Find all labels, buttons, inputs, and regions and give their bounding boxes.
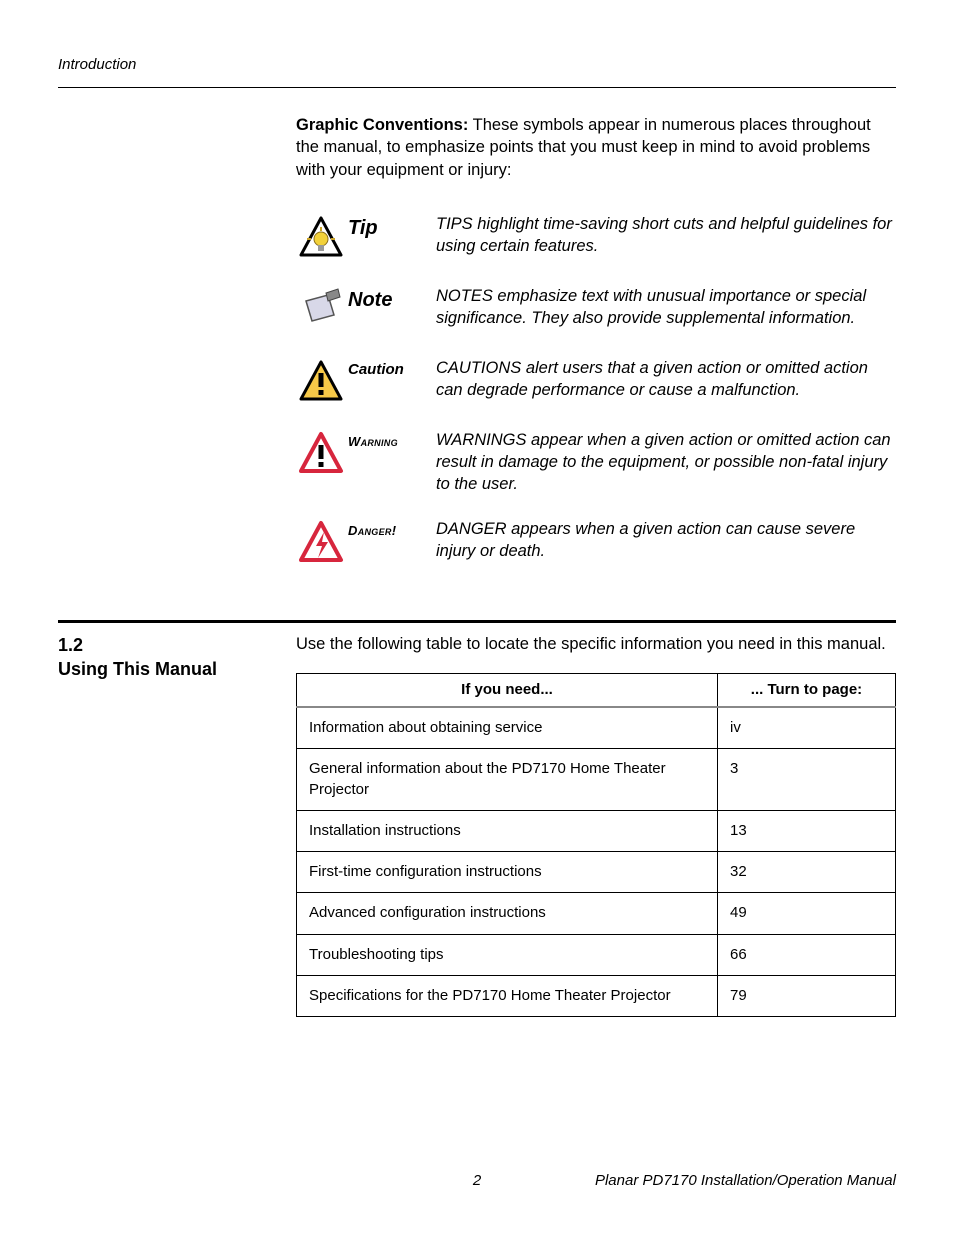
footer-doc-title: Planar PD7170 Installation/Operation Man… <box>595 1172 896 1189</box>
body-column: Graphic Conventions: These symbols appea… <box>296 114 896 568</box>
table-cell-need: General information about the PD7170 Hom… <box>297 749 718 811</box>
convention-label: Caution <box>346 357 420 379</box>
table-cell-page: 66 <box>718 934 896 975</box>
section-number: 1.2 <box>58 633 296 657</box>
note-icon <box>296 285 346 335</box>
caution-icon <box>296 357 346 407</box>
table-row: Advanced configuration instructions 49 <box>297 893 896 934</box>
convention-description: DANGER appears when a given action can c… <box>420 518 896 563</box>
convention-label: Tip <box>346 213 420 240</box>
convention-row: Tip TIPS highlight time-saving short cut… <box>296 213 896 263</box>
section-body: Use the following table to locate the sp… <box>296 633 896 1018</box>
convention-row: Note NOTES emphasize text with unusual i… <box>296 285 896 335</box>
running-head: Introduction <box>58 56 896 73</box>
table-header-need: If you need... <box>297 673 718 707</box>
convention-row: Caution CAUTIONS alert users that a give… <box>296 357 896 407</box>
table-row: Installation instructions 13 <box>297 810 896 851</box>
table-cell-need: Advanced configuration instructions <box>297 893 718 934</box>
convention-label: Danger! <box>346 518 420 540</box>
table-row: Troubleshooting tips 66 <box>297 934 896 975</box>
table-cell-need: Installation instructions <box>297 810 718 851</box>
nav-table: If you need... ... Turn to page: Informa… <box>296 673 896 1017</box>
table-cell-page: 13 <box>718 810 896 851</box>
section-title: Using This Manual <box>58 657 296 681</box>
danger-icon <box>296 518 346 568</box>
convention-row: Danger! DANGER appears when a given acti… <box>296 518 896 568</box>
manual-page: Introduction Graphic Conventions: These … <box>0 0 954 1235</box>
table-cell-need: Troubleshooting tips <box>297 934 718 975</box>
convention-description: CAUTIONS alert users that a given action… <box>420 357 896 402</box>
section-heading: 1.2 Using This Manual <box>58 633 296 682</box>
convention-description: WARNINGS appear when a given action or o… <box>420 429 896 496</box>
page-number: 2 <box>473 1172 481 1189</box>
conventions-list: Tip TIPS highlight time-saving short cut… <box>296 213 896 568</box>
warning-icon <box>296 429 346 479</box>
table-cell-page: 3 <box>718 749 896 811</box>
section-1-2: 1.2 Using This Manual Use the following … <box>58 633 896 1018</box>
table-cell-page: 32 <box>718 852 896 893</box>
graphic-conventions-lead: Graphic Conventions: <box>296 116 468 134</box>
table-cell-page: iv <box>718 707 896 749</box>
table-cell-page: 79 <box>718 975 896 1016</box>
section-intro: Use the following table to locate the sp… <box>296 633 896 655</box>
header-rule <box>58 87 896 88</box>
page-footer: 2 Planar PD7170 Installation/Operation M… <box>58 1172 896 1189</box>
table-cell-need: Information about obtaining service <box>297 707 718 749</box>
table-row: General information about the PD7170 Hom… <box>297 749 896 811</box>
convention-row: Warning WARNINGS appear when a given act… <box>296 429 896 496</box>
table-row: First-time configuration instructions 32 <box>297 852 896 893</box>
tip-icon <box>296 213 346 263</box>
section-rule <box>58 620 896 623</box>
table-cell-need: First-time configuration instructions <box>297 852 718 893</box>
table-cell-page: 49 <box>718 893 896 934</box>
convention-description: NOTES emphasize text with unusual import… <box>420 285 896 330</box>
table-header-row: If you need... ... Turn to page: <box>297 673 896 707</box>
table-header-page: ... Turn to page: <box>718 673 896 707</box>
convention-label: Warning <box>346 429 420 451</box>
table-row: Information about obtaining service iv <box>297 707 896 749</box>
table-row: Specifications for the PD7170 Home Theat… <box>297 975 896 1016</box>
convention-label: Note <box>346 285 420 312</box>
table-cell-need: Specifications for the PD7170 Home Theat… <box>297 975 718 1016</box>
graphic-conventions-intro: Graphic Conventions: These symbols appea… <box>296 114 896 181</box>
convention-description: TIPS highlight time-saving short cuts an… <box>420 213 896 258</box>
